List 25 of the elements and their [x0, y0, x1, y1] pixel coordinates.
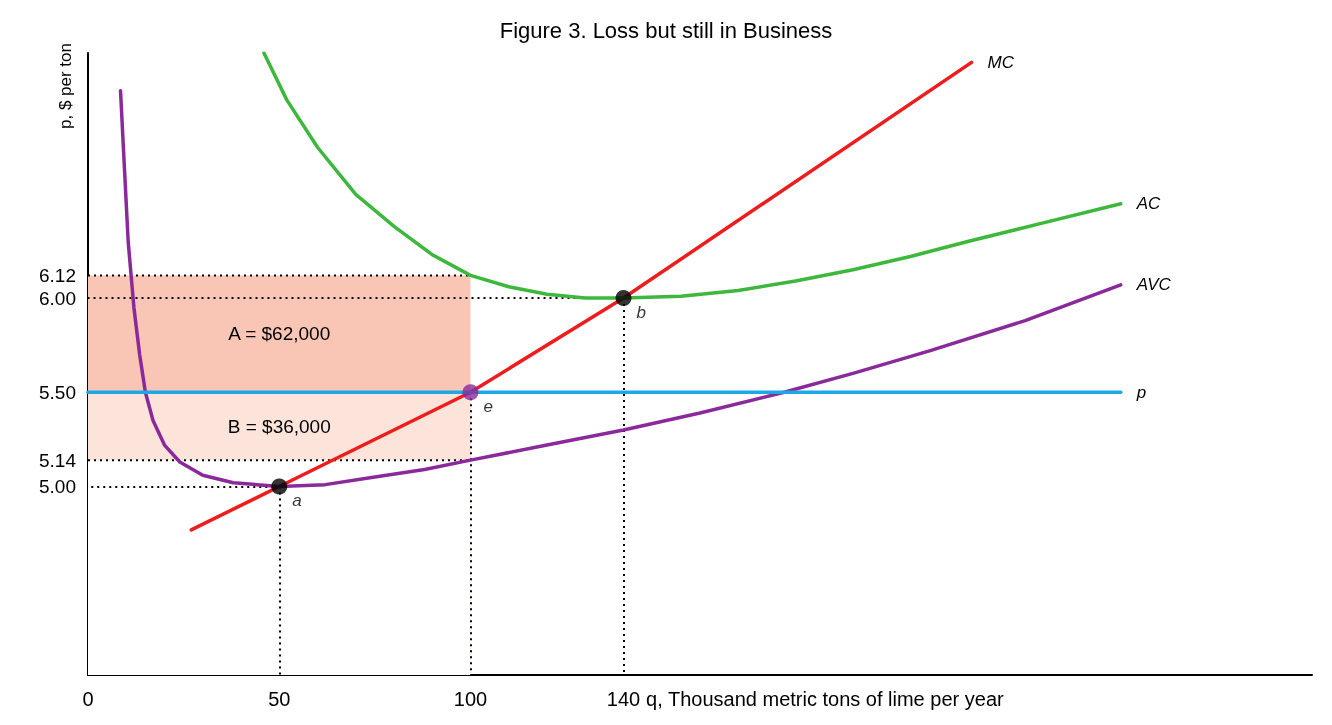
point [462, 384, 479, 401]
x-tick-label: 100 [453, 688, 488, 710]
x-tick-label: 0 [82, 688, 94, 710]
chart-title: Figure 3. Loss but still in Business [499, 17, 833, 43]
data-label: b [636, 302, 646, 322]
data-label: e [483, 396, 493, 416]
y-tick-label: 6.12 [39, 264, 76, 286]
line-series [189, 60, 974, 532]
annotation: A = $62,000 [228, 323, 331, 345]
point [271, 478, 288, 495]
x-tick-label: 140 [606, 688, 641, 710]
y-axis-title: p, $ per ton [56, 43, 75, 130]
y-tick-label: 6.00 [39, 287, 76, 309]
y-tick-label: 5.00 [39, 476, 76, 498]
annotation: B = $36,000 [227, 415, 331, 437]
y-tick-label: 5.14 [39, 449, 77, 471]
x-tick-label: 50 [268, 688, 291, 710]
series-label: p [1135, 382, 1147, 402]
series-label: MC [987, 52, 1015, 72]
series-label: AVC [1135, 275, 1172, 295]
series-label: AC [1135, 194, 1162, 214]
point [615, 290, 632, 307]
data-label: a [292, 491, 302, 511]
y-tick-label: 5.50 [39, 381, 76, 403]
x-axis-title: q, Thousand metric tons of lime per year [646, 688, 1004, 710]
